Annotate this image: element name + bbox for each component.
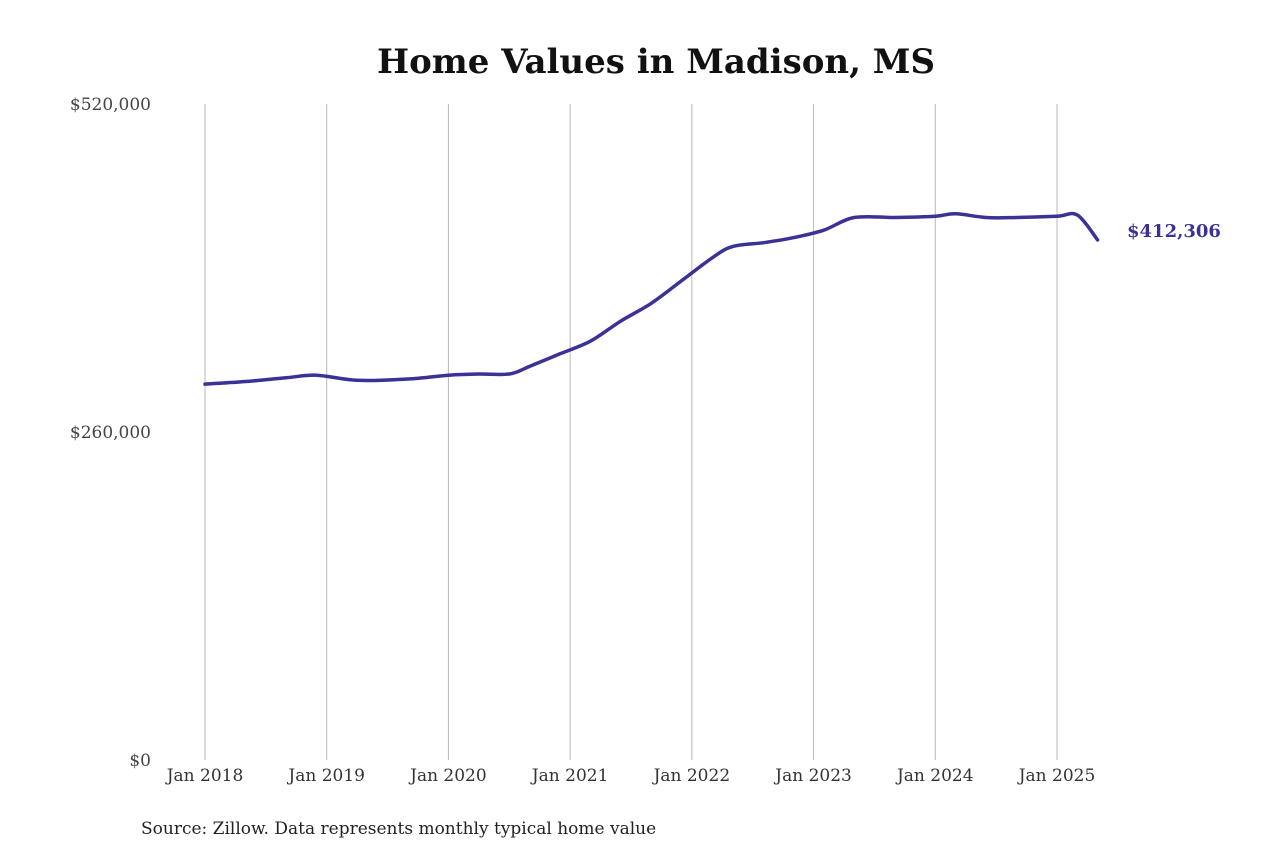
y-axis-ticks: $0 $260,000 $520,000	[70, 95, 151, 771]
x-tick-label: Jan 2024	[895, 766, 974, 786]
x-tick-label: Jan 2021	[530, 766, 609, 786]
x-tick-label: Jan 2025	[1017, 766, 1096, 786]
x-tick-label: Jan 2023	[773, 766, 852, 786]
y-tick-label: $520,000	[70, 95, 151, 115]
gridlines	[204, 104, 1058, 760]
y-tick-label: $0	[129, 751, 151, 771]
x-tick-label: Jan 2019	[286, 766, 365, 786]
x-axis-ticks: Jan 2018 Jan 2019 Jan 2020 Jan 2021 Jan 2022…	[165, 766, 1096, 786]
y-tick-label: $260,000	[70, 423, 151, 443]
chart-title: Home Values in Madison, MS	[377, 42, 935, 82]
source-note: Source: Zillow. Data represents monthly …	[141, 819, 656, 839]
x-tick-label: Jan 2018	[165, 766, 244, 786]
x-tick-label: Jan 2020	[408, 766, 487, 786]
home-value-line	[203, 211, 1100, 386]
latest-value-label: $412,306	[1127, 221, 1221, 242]
x-tick-label: Jan 2022	[652, 766, 731, 786]
